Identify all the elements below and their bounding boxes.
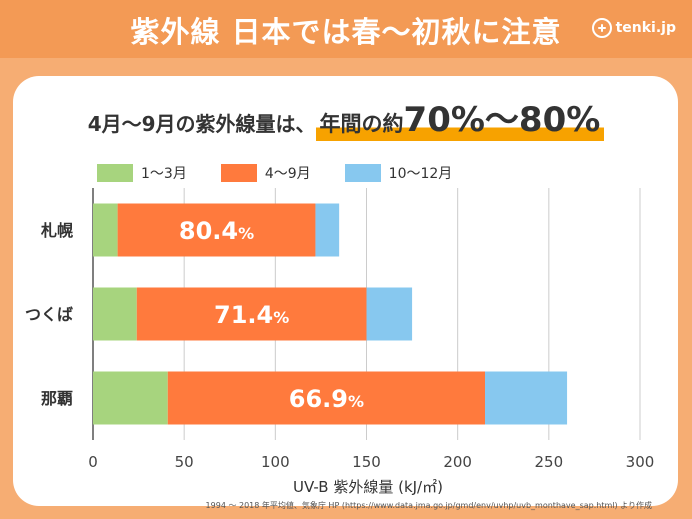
x-axis-title: UV-B 紫外線量 (kJ/㎡) xyxy=(293,478,443,496)
bar-naha-apr-sep xyxy=(167,371,486,425)
subtitle-highlight: 年間の約70%〜80% xyxy=(315,92,605,141)
source-note: 1994 〜 2018 年平均値、気象庁 HP (https://www.dat… xyxy=(205,501,652,510)
legend-item-apr-sep: 4〜9月 xyxy=(220,163,311,183)
bar-sapporo-apr-sep xyxy=(117,203,316,257)
bar-sapporo-oct-dec xyxy=(315,203,340,257)
chart-legend: 1〜3月 4〜9月 10〜12月 xyxy=(97,163,452,183)
legend-item-jan-mar: 1〜3月 xyxy=(97,163,187,183)
chart-subtitle: 4月〜9月の紫外線量は、 年間の約70%〜80% xyxy=(0,92,692,141)
bar-tsukuba-apr-sep xyxy=(136,287,367,341)
bar-sapporo-jan-mar xyxy=(93,203,118,257)
tenki-logo-icon xyxy=(591,18,612,38)
x-tick-label-200: 200 xyxy=(443,453,472,471)
bar-tsukuba-oct-dec xyxy=(366,287,413,341)
legend-label-oct-dec: 10〜12月 xyxy=(388,166,453,182)
page-title: 紫外線 日本では春〜初秋に注意 xyxy=(130,15,562,49)
legend-label-apr-sep: 4〜9月 xyxy=(264,166,311,182)
legend-item-oct-dec: 10〜12月 xyxy=(344,163,453,183)
data-label-tsukuba: 71.4% xyxy=(214,301,289,329)
bar-naha-oct-dec xyxy=(485,371,568,425)
subtitle-highlight-big: 70%〜80% xyxy=(403,100,601,140)
legend-label-jan-mar: 1〜3月 xyxy=(141,166,187,182)
subtitle-prefix: 4月〜9月の紫外線量は、 xyxy=(87,112,316,136)
data-label-naha: 66.9% xyxy=(289,385,364,413)
brand-name: tenki.jp xyxy=(615,20,676,36)
legend-swatch-apr-sep xyxy=(220,164,257,182)
category-label-tsukuba: つくば xyxy=(25,305,73,324)
bar-tsukuba-jan-mar xyxy=(93,287,137,341)
category-label-sapporo: 札幌 xyxy=(40,221,73,240)
x-tick-label-50: 50 xyxy=(175,453,194,471)
legend-swatch-jan-mar xyxy=(97,164,133,182)
legend-swatch-oct-dec xyxy=(344,164,381,182)
subtitle-highlight-pre: 年間の約 xyxy=(319,112,404,136)
header-bar: 紫外線 日本では春〜初秋に注意 tenki.jp xyxy=(0,0,692,58)
x-tick-label-300: 300 xyxy=(626,453,655,471)
x-tick-label-150: 150 xyxy=(352,453,381,471)
brand-logo[interactable]: tenki.jp xyxy=(591,18,676,38)
x-tick-label-0: 0 xyxy=(88,453,98,471)
bar-naha-jan-mar xyxy=(93,371,168,425)
x-tick-label-250: 250 xyxy=(535,453,564,471)
category-label-naha: 那覇 xyxy=(41,389,73,408)
x-tick-label-100: 100 xyxy=(261,453,290,471)
data-label-sapporo: 80.4% xyxy=(179,217,254,245)
